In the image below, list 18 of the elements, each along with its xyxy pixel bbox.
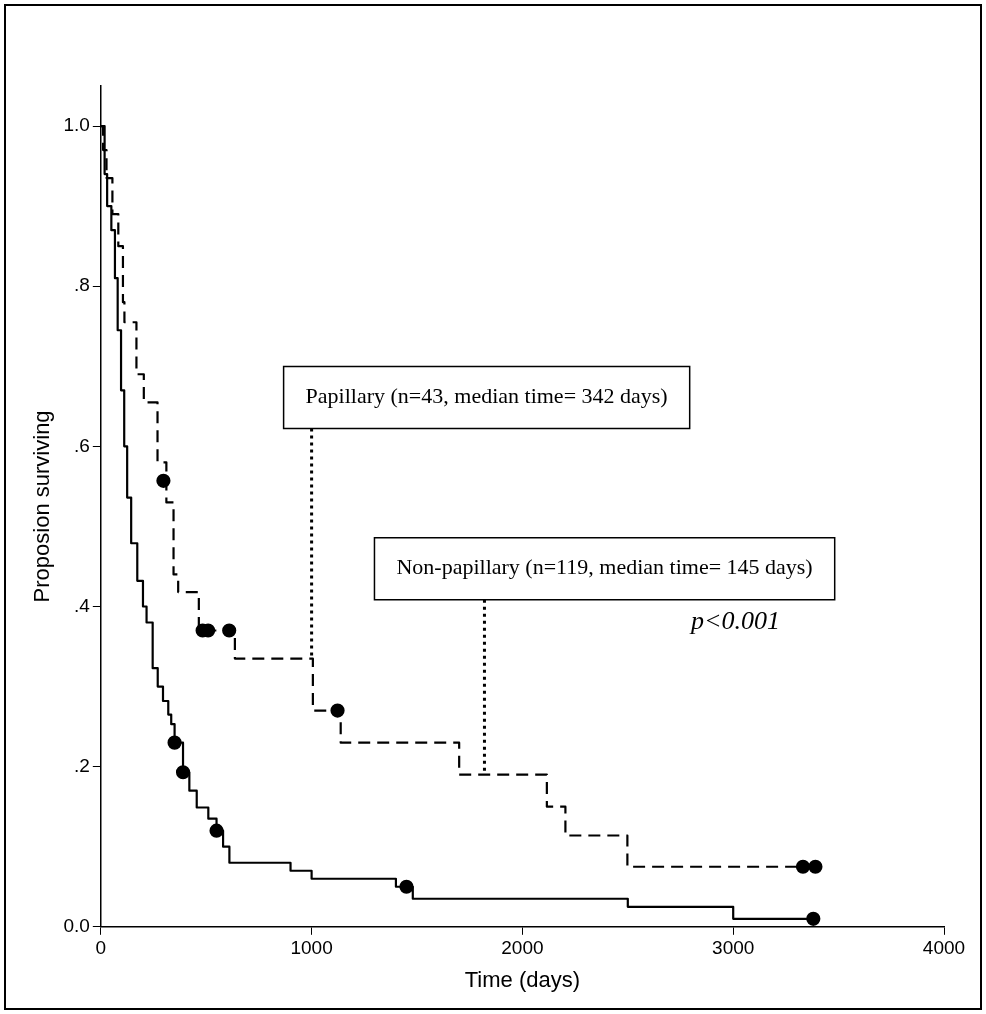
y-tick-label: .6: [73, 434, 90, 456]
y-axis-title: Proposion surviving: [29, 410, 55, 603]
point: [806, 911, 821, 926]
annotation: p<0.001: [689, 606, 781, 636]
x-tick-label: 0: [95, 937, 107, 959]
x-tick-label: 3000: [712, 937, 755, 959]
annotation: Papillary (n=43, median time= 342 days): [305, 383, 668, 409]
y-tick-label: .4: [73, 594, 91, 616]
x-tick-label: 4000: [922, 937, 966, 959]
x-axis-title: Time (days): [464, 966, 581, 992]
x-tick-label: 1000: [290, 937, 333, 959]
y-tick-label: 0.0: [63, 915, 90, 937]
annotation: Non-papillary (n=119, median time= 145 days): [396, 554, 813, 580]
y-tick-label: .2: [73, 754, 90, 776]
y-tick-label: .8: [73, 274, 90, 296]
x-tick-label: 2000: [501, 937, 544, 959]
point: [795, 859, 811, 874]
y-tick-label: 1.0: [63, 114, 90, 136]
